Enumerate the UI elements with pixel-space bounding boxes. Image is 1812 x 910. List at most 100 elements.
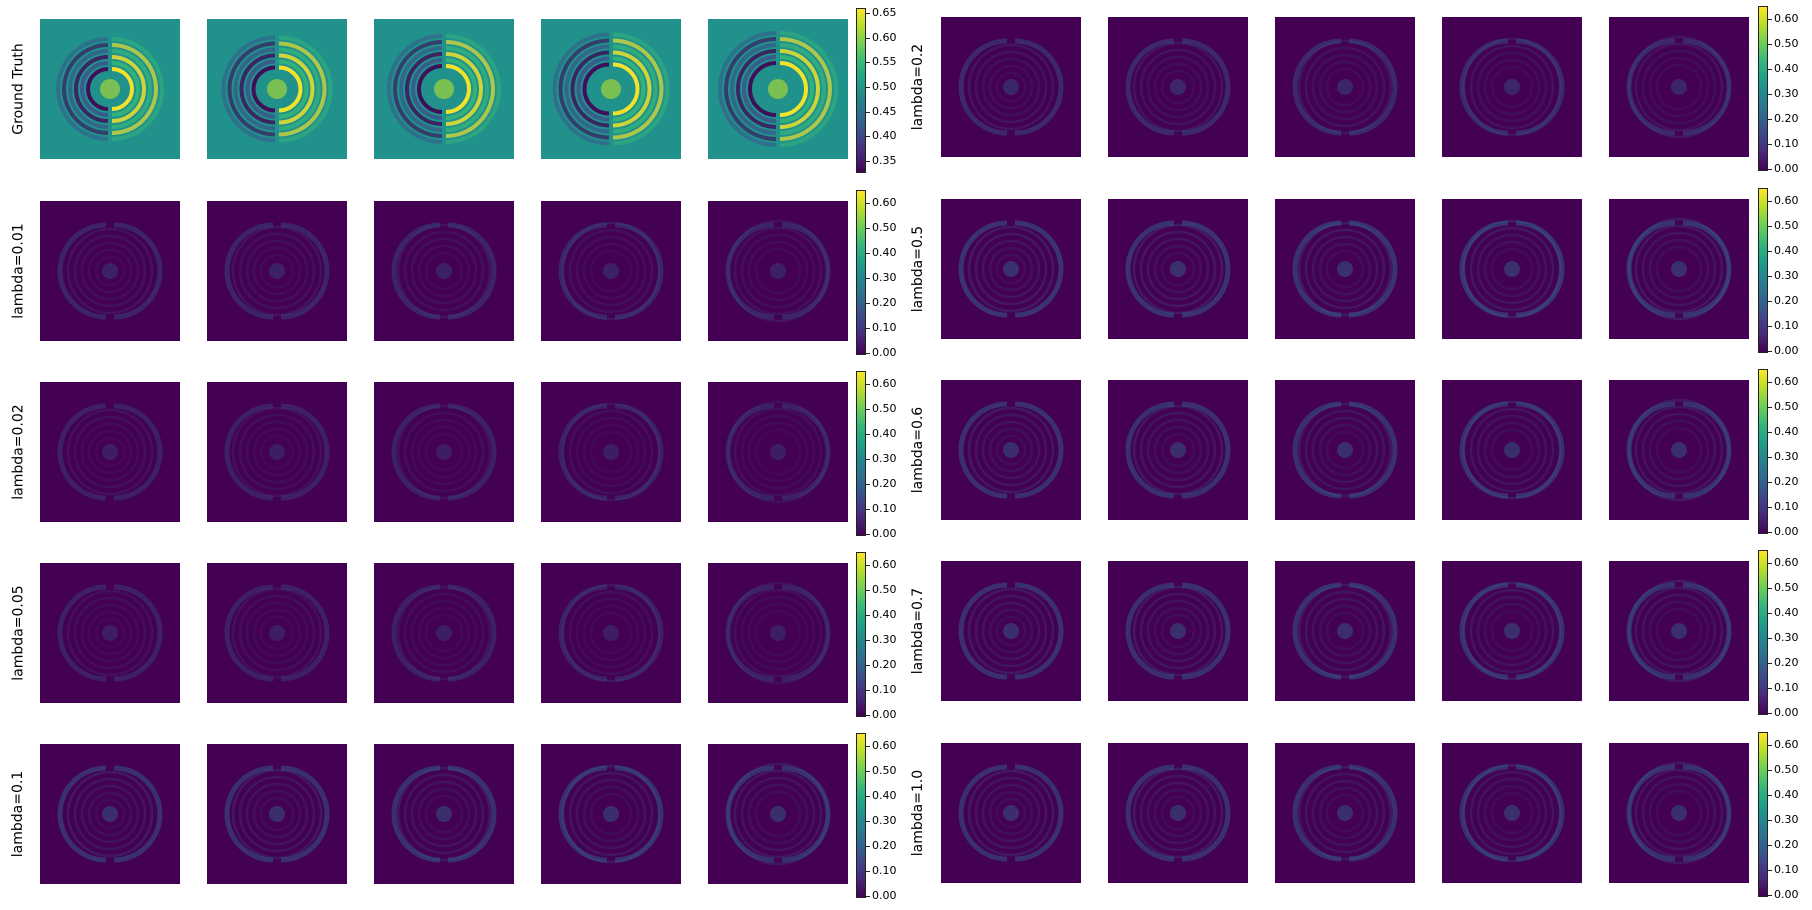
dark-wave-arc bbox=[227, 41, 276, 137]
error-ring bbox=[967, 406, 1055, 494]
error-ring bbox=[1490, 65, 1534, 109]
dark-wave-arc bbox=[748, 61, 777, 117]
error-ring bbox=[1634, 586, 1724, 676]
error-ring bbox=[1318, 60, 1372, 114]
image-panel bbox=[1442, 17, 1582, 157]
colorbar-tick-label: 0.40 bbox=[872, 607, 897, 621]
error-ring bbox=[1634, 405, 1724, 495]
colorbar-tick-label: 0.55 bbox=[872, 55, 897, 69]
colorbar bbox=[856, 552, 866, 717]
colorbar-tick bbox=[866, 534, 870, 535]
colorbar-tick-label: 0.30 bbox=[1774, 268, 1799, 282]
error-crescent bbox=[1292, 401, 1342, 499]
error-ring bbox=[417, 244, 471, 298]
error-ring bbox=[575, 416, 647, 488]
error-ring bbox=[747, 421, 809, 483]
error-crescent bbox=[614, 584, 664, 682]
error-ring bbox=[1160, 69, 1196, 105]
error-ring bbox=[981, 57, 1041, 117]
error-crescent bbox=[1515, 582, 1565, 680]
panel-image bbox=[224, 765, 330, 863]
error-core bbox=[1170, 261, 1186, 277]
error-ring bbox=[1325, 611, 1365, 651]
error-ring bbox=[1641, 412, 1717, 488]
colorbar-tick bbox=[866, 589, 870, 591]
error-crescent bbox=[1682, 401, 1732, 499]
error-crescent bbox=[1181, 220, 1231, 318]
error-ring bbox=[403, 230, 485, 312]
colorbar-tick-label: 0.50 bbox=[1774, 399, 1799, 413]
panel-image bbox=[1459, 763, 1565, 863]
panel-image bbox=[1292, 220, 1398, 318]
colorbar-tick-label: 0.20 bbox=[1774, 474, 1799, 488]
bright-wave-arc bbox=[779, 37, 832, 141]
error-ring bbox=[575, 597, 647, 669]
error-crescent bbox=[224, 222, 274, 320]
bright-wave-arc bbox=[278, 65, 303, 113]
colorbar-tick bbox=[866, 770, 870, 772]
colorbar-tick bbox=[1768, 794, 1772, 796]
error-ring bbox=[252, 427, 302, 477]
image-panel bbox=[1442, 561, 1582, 701]
error-ring bbox=[1160, 795, 1196, 831]
error-ring bbox=[582, 242, 640, 300]
colorbar-tick-label: 0.40 bbox=[1774, 61, 1799, 75]
error-ring bbox=[94, 617, 126, 649]
dark-wave-arc bbox=[742, 55, 777, 123]
error-crescent bbox=[614, 765, 664, 863]
error-ring bbox=[747, 240, 809, 302]
error-ring bbox=[733, 407, 823, 497]
dark-wave-arc bbox=[736, 49, 777, 129]
colorbar-tick-label: 0.30 bbox=[1774, 812, 1799, 826]
image-panel bbox=[541, 19, 681, 159]
error-crescent bbox=[958, 220, 1008, 318]
colorbar-tick-label: 0.10 bbox=[872, 320, 897, 334]
panel-image bbox=[1125, 582, 1231, 680]
error-ring bbox=[80, 603, 140, 663]
panel-image bbox=[224, 222, 330, 320]
colorbar bbox=[856, 8, 866, 173]
dark-wave-arc bbox=[411, 58, 443, 120]
image-panel bbox=[1108, 743, 1248, 883]
bright-wave-arc bbox=[111, 55, 146, 123]
error-ring bbox=[1318, 604, 1372, 658]
colorbar-tick-label: 0.50 bbox=[872, 763, 897, 777]
error-ring bbox=[561, 402, 661, 502]
error-ring bbox=[1139, 48, 1217, 126]
error-ring bbox=[410, 599, 478, 667]
error-ring bbox=[726, 219, 830, 323]
error-crescent bbox=[558, 403, 608, 501]
image-panel bbox=[708, 563, 848, 703]
colorbar-tick bbox=[1768, 431, 1772, 433]
colorbar-tick-label: 0.60 bbox=[872, 557, 897, 571]
image-panel bbox=[40, 19, 180, 159]
error-ring bbox=[1132, 767, 1224, 859]
error-ring bbox=[417, 606, 471, 660]
colorbar-tick bbox=[866, 12, 870, 14]
error-ring bbox=[1462, 37, 1562, 137]
colorbar-tick bbox=[866, 664, 870, 666]
colorbar-tick bbox=[1768, 200, 1772, 202]
colorbar-tick bbox=[1768, 68, 1772, 70]
error-core bbox=[1671, 805, 1687, 821]
error-crescent bbox=[1348, 764, 1398, 862]
image-panel bbox=[1108, 17, 1248, 157]
colorbar bbox=[856, 733, 866, 898]
error-ring bbox=[1297, 583, 1393, 679]
panel-image bbox=[57, 765, 163, 863]
error-core bbox=[1671, 623, 1687, 639]
error-ring bbox=[1655, 63, 1703, 111]
error-ring bbox=[589, 611, 633, 655]
error-ring bbox=[1153, 788, 1203, 838]
colorbar-tick bbox=[866, 820, 870, 822]
bright-wave-arc bbox=[779, 61, 808, 117]
colorbar-tick-label: 0.10 bbox=[872, 863, 897, 877]
dark-wave-arc bbox=[405, 52, 443, 126]
panel-image bbox=[558, 764, 664, 864]
error-ring bbox=[231, 587, 323, 679]
error-ring bbox=[66, 227, 154, 315]
panel-image bbox=[1626, 398, 1732, 502]
error-crescent bbox=[614, 403, 664, 501]
colorbar-tick bbox=[1768, 43, 1772, 45]
panel-image bbox=[725, 400, 831, 504]
